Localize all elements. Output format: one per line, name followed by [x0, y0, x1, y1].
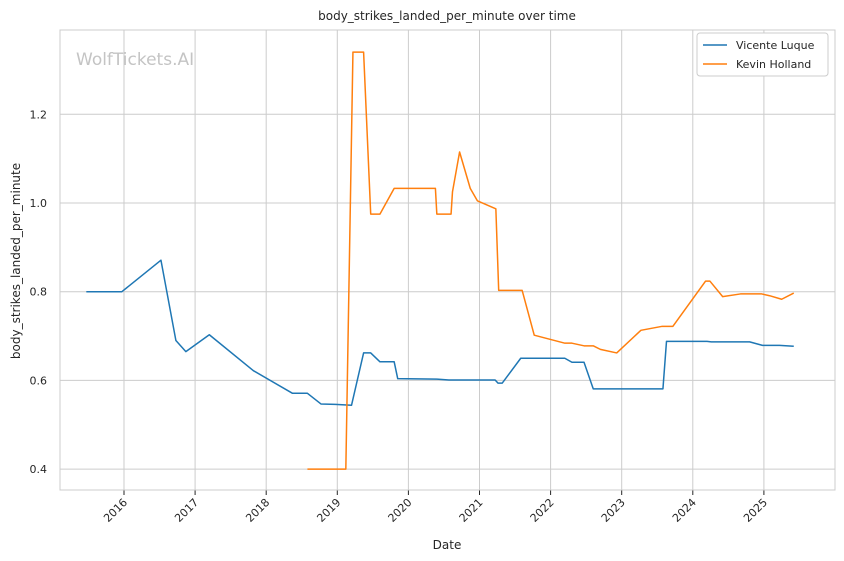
x-axis-title: Date	[433, 538, 462, 552]
legend-box	[696, 32, 829, 77]
x-tick-label: 2017	[172, 496, 201, 525]
series-line-kevin-holland	[307, 51, 795, 470]
legend-label-kevin-holland: Kevin Holland	[736, 58, 811, 71]
y-tick-label: 1.0	[30, 197, 48, 210]
x-tick-label: 2025	[741, 496, 770, 525]
x-tick-label: 2021	[457, 496, 486, 525]
x-tick-label: 2023	[599, 496, 628, 525]
x-tick-label: 2024	[670, 496, 699, 525]
y-axis-title: body_strikes_landed_per_minute	[9, 163, 23, 359]
x-tick-label: 2019	[314, 496, 343, 525]
y-tick-label: 0.6	[30, 374, 48, 387]
plot-frame	[59, 29, 836, 491]
legend: Vicente Luque Kevin Holland	[696, 32, 829, 77]
x-tick-label: 2022	[528, 496, 557, 525]
series-line-vicente-luque	[86, 259, 794, 407]
x-tick-label: 2018	[243, 496, 272, 525]
legend-label-vicente-luque: Vicente Luque	[736, 39, 815, 52]
plot-area	[60, 30, 835, 490]
x-tick-label: 2016	[101, 496, 130, 525]
y-tick-label: 0.8	[30, 286, 48, 299]
y-tick-label: 0.4	[30, 463, 48, 476]
y-tick-label: 1.2	[30, 108, 48, 121]
chart-title: body_strikes_landed_per_minute over time	[318, 9, 576, 23]
watermark: WolfTickets.AI	[76, 50, 194, 70]
x-tick-label: 2020	[386, 496, 415, 525]
